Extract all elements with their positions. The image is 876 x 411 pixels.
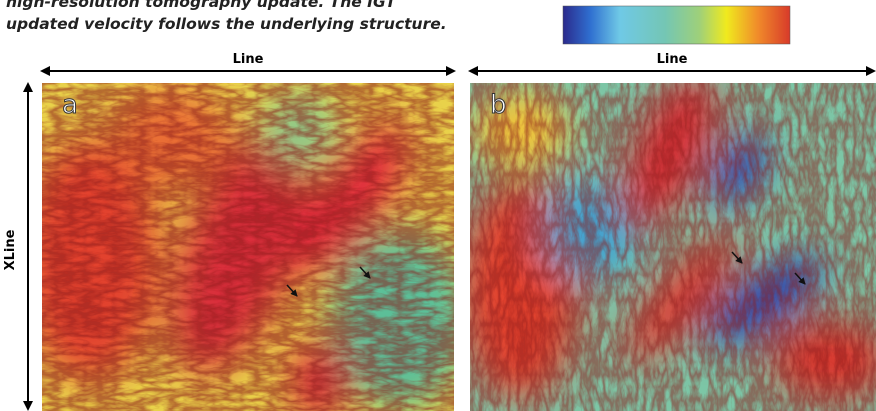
axis-label: Line	[657, 52, 688, 67]
pointer-arrow	[731, 251, 743, 264]
caption-line: updated velocity follows the underlying …	[6, 15, 447, 33]
pointer-arrow	[794, 272, 806, 285]
pointer-arrow	[359, 266, 371, 279]
caption-line: high-resolution tomography update. The I…	[6, 0, 396, 11]
panel-image	[470, 83, 876, 411]
caption: high-resolution tomography update. The I…	[6, 0, 476, 35]
pointer-arrow	[286, 284, 298, 297]
panel-image	[42, 83, 454, 411]
panel-label: a	[62, 90, 78, 120]
axis-label: Line	[233, 52, 264, 67]
panel-label: b	[490, 90, 507, 120]
colorbar	[562, 5, 791, 45]
axis-label: XLine	[3, 229, 18, 270]
